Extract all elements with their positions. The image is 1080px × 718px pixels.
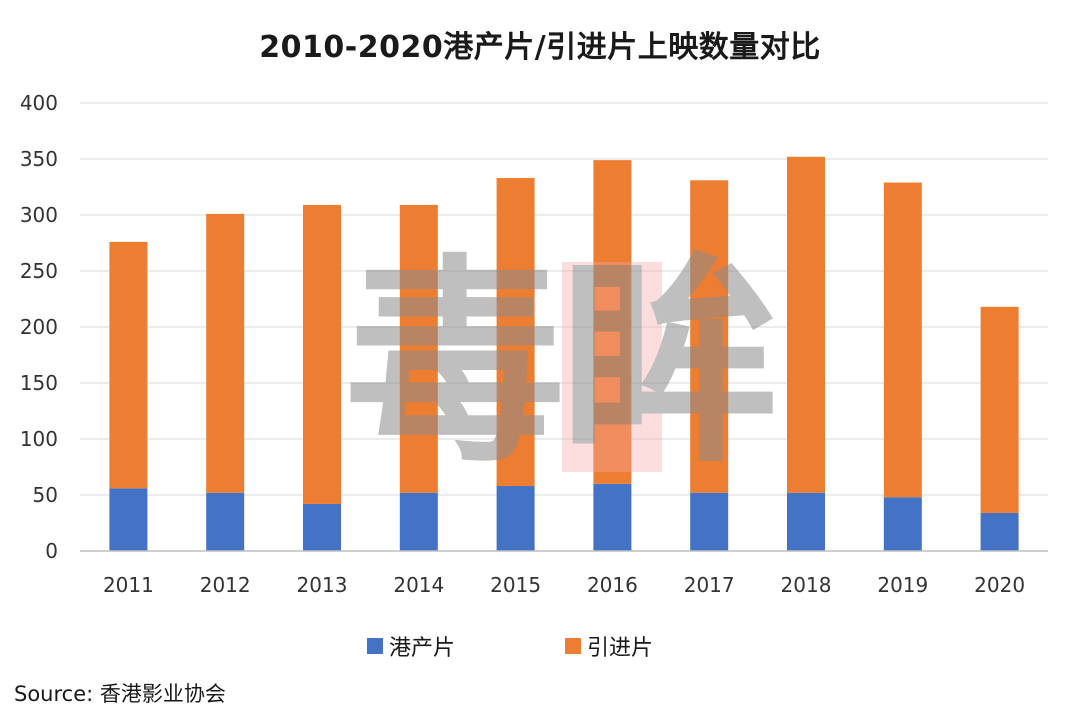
bar-hk-2013 [303,503,341,551]
bar-hk-2016 [593,483,632,551]
svg-text:毒: 毒 [345,236,565,492]
y-tick-label: 200 [20,315,58,339]
bar-imported-2018 [787,156,825,493]
bar-hk-2017 [690,492,729,551]
x-tick-label: 2016 [587,573,638,597]
bar-hk-2011 [109,488,148,551]
y-tick-label: 50 [33,483,58,507]
x-tick-label: 2018 [781,573,832,597]
x-tick-label: 2015 [490,573,541,597]
bar-hk-2012 [206,492,245,551]
bar-imported-2012 [206,213,245,493]
x-tick-label: 2011 [103,573,154,597]
legend-label-imported: 引进片 [587,636,653,661]
chart-title: 2010-2020港产片/引进片上映数量对比 [259,30,821,65]
bar-imported-2017 [690,180,729,493]
x-tick-label: 2014 [393,573,444,597]
svg-text:眸: 眸 [560,236,780,492]
bar-imported-2015 [496,178,535,487]
y-tick-label: 150 [20,371,58,395]
y-axis-ticks: 0 50 100 150 200 250 300 350 400 [20,91,58,563]
bars [109,156,1019,551]
y-tick-label: 100 [20,427,58,451]
source-note: Source: 香港影业协会 [14,682,226,706]
x-tick-label: 2012 [200,573,251,597]
x-tick-label: 2013 [297,573,348,597]
x-tick-label: 2019 [877,573,928,597]
legend: 港产片 引进片 [367,636,653,661]
legend-swatch-imported [565,638,581,654]
x-tick-label: 2017 [684,573,735,597]
y-tick-label: 250 [20,259,58,283]
bar-hk-2014 [399,492,438,551]
watermark-logo: 毒 眸 [345,236,780,492]
bar-hk-2020 [980,512,1019,551]
y-tick-label: 0 [45,539,58,563]
y-tick-label: 350 [20,147,58,171]
legend-label-hk: 港产片 [389,636,455,661]
bar-hk-2019 [883,497,922,551]
bar-imported-2011 [109,241,148,489]
x-axis-ticks: 2011 2012 2013 2014 2015 2016 2017 2018 2019 2020 [103,573,1025,597]
bar-imported-2019 [883,182,922,498]
x-tick-label: 2020 [974,573,1025,597]
bar-hk-2015 [496,486,535,551]
bar-imported-2014 [399,204,438,493]
bar-hk-2018 [787,492,825,551]
y-tick-label: 400 [20,91,58,115]
legend-swatch-hk [367,638,383,654]
bar-imported-2016 [593,160,632,484]
bar-imported-2013 [303,204,341,504]
y-tick-label: 300 [20,203,58,227]
bar-imported-2020 [980,306,1019,513]
